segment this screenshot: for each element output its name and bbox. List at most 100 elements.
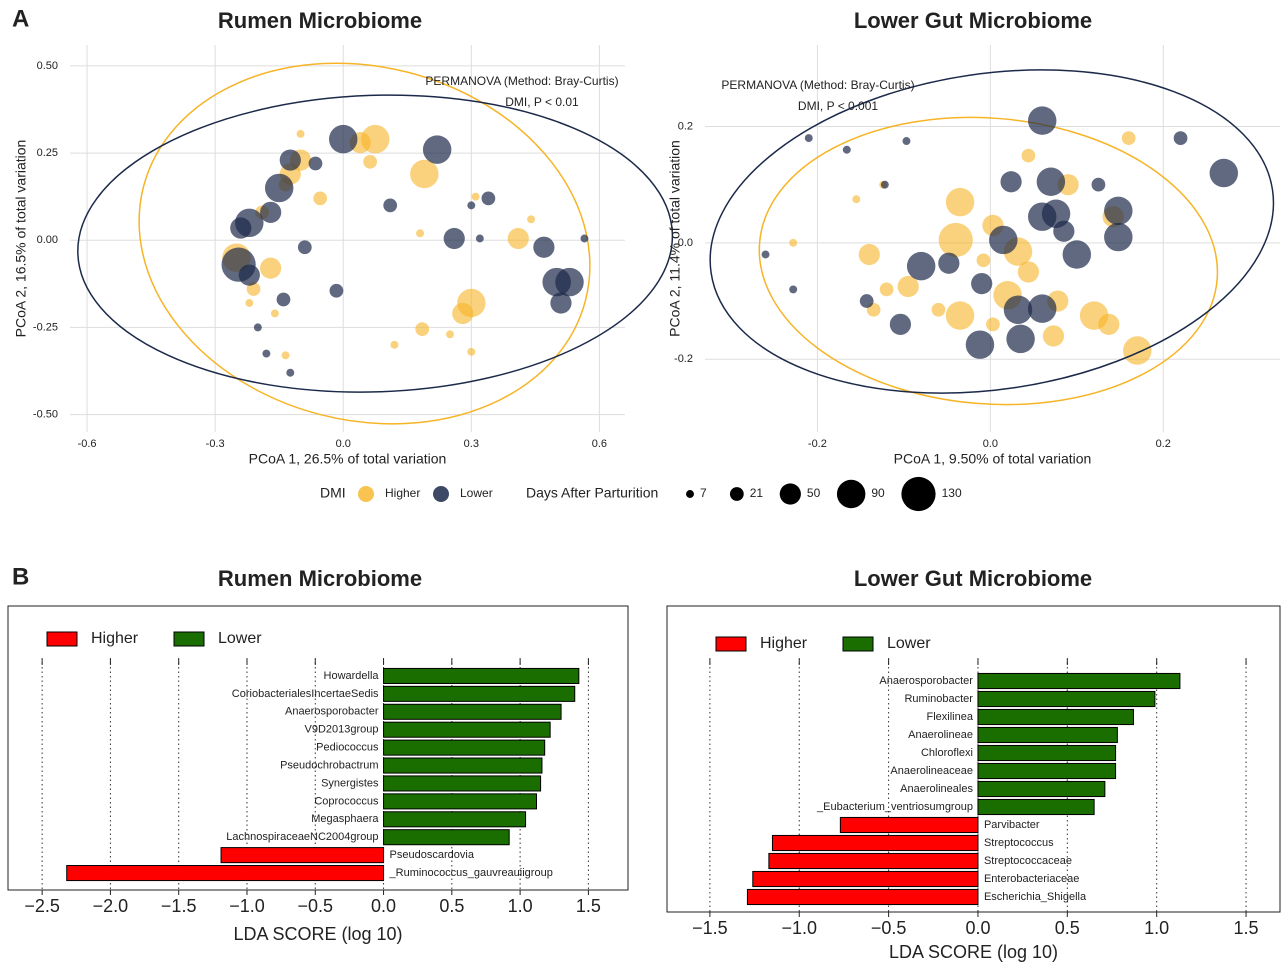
size-legend-marker	[901, 476, 936, 512]
bar-label: Pediococcus	[316, 742, 379, 754]
chart-title: Rumen Microbiome	[218, 566, 422, 591]
bar	[383, 775, 542, 792]
point	[1036, 167, 1066, 196]
x-tick-label: -0.2	[808, 438, 827, 450]
plot-frame	[7, 605, 629, 891]
point	[965, 330, 995, 359]
point	[475, 234, 484, 243]
point	[1042, 325, 1065, 347]
point	[1017, 261, 1039, 283]
point	[976, 253, 991, 268]
bar-label: Synergistes	[321, 777, 379, 789]
bar-label: Ruminobacter	[904, 693, 973, 705]
point	[533, 236, 555, 258]
point	[1027, 202, 1057, 231]
legend-marker	[358, 486, 374, 502]
point	[286, 368, 295, 377]
point	[842, 145, 851, 154]
x-tick-label: 1.5	[576, 896, 601, 916]
bar-label: Flexilinea	[926, 711, 973, 723]
x-tick-label: 1.0	[508, 896, 533, 916]
point	[989, 225, 1018, 255]
point	[761, 250, 770, 259]
legend-title: Days After Parturition	[526, 485, 658, 501]
point	[789, 285, 798, 294]
bar	[383, 667, 580, 684]
x-tick-label: 0.6	[592, 438, 607, 450]
point	[467, 201, 476, 210]
bar	[383, 757, 543, 774]
point	[1173, 131, 1188, 145]
y-tick-label: 0.50	[37, 60, 58, 72]
legend-marker	[433, 486, 449, 502]
point	[467, 347, 476, 356]
y-axis-label: PCoA 2, 16.5% of total variation	[13, 140, 29, 338]
point	[880, 180, 889, 189]
bar	[383, 721, 551, 738]
point	[1027, 294, 1057, 323]
size-legend-label: 21	[750, 486, 764, 500]
point	[238, 264, 260, 286]
bar-label: Anaerolineaceae	[890, 765, 973, 777]
bar-label: Megasphaera	[311, 813, 379, 825]
legend-label: Higher	[91, 630, 139, 647]
point	[906, 251, 936, 281]
bar	[977, 762, 1117, 780]
point	[443, 227, 465, 250]
point	[230, 217, 252, 239]
bar	[977, 780, 1106, 798]
bar-label: Enterobacteriaceae	[984, 873, 1079, 885]
point	[945, 301, 975, 330]
bar-label: _Ruminococcus_gauvreauiigroup	[389, 867, 553, 879]
x-axis-label: LDA SCORE (log 10)	[233, 924, 402, 944]
bar	[977, 708, 1134, 726]
legend-swatch	[46, 631, 78, 647]
x-tick-label: −1.0	[781, 918, 817, 938]
point	[245, 299, 254, 307]
point	[296, 129, 305, 138]
x-tick-label: 0.5	[439, 896, 464, 916]
legend-label: Lower	[218, 630, 262, 647]
x-tick-label: −0.5	[297, 896, 333, 916]
y-tick-label: -0.25	[33, 321, 58, 333]
x-tick-label: −0.5	[871, 918, 907, 938]
bar	[768, 852, 979, 870]
confidence-ellipse	[138, 62, 591, 425]
annotation: DMI, P < 0.01	[505, 95, 579, 109]
size-legend-label: 90	[871, 486, 885, 500]
y-tick-label: 0.0	[678, 237, 693, 249]
bar-label: LachnospiraceaeNC2004group	[226, 831, 378, 843]
point	[527, 215, 536, 224]
legend-label: Lower	[460, 486, 493, 500]
size-legend-marker	[779, 483, 801, 505]
x-tick-label: -0.3	[206, 438, 225, 450]
y-tick-label: 0.2	[678, 120, 693, 132]
point	[1021, 148, 1036, 163]
bar	[977, 726, 1118, 744]
bar	[383, 793, 538, 810]
bar-label: Anaerosporobacter	[285, 706, 379, 718]
x-tick-label: 0.0	[371, 896, 396, 916]
bar	[977, 744, 1117, 762]
y-tick-label: -0.2	[674, 353, 693, 365]
plot-frame	[666, 605, 1281, 913]
point	[879, 282, 894, 297]
point	[253, 323, 262, 332]
confidence-ellipse	[709, 69, 1275, 394]
point	[1104, 196, 1133, 226]
x-tick-label: −1.0	[229, 896, 265, 916]
point	[1053, 220, 1075, 242]
bar	[220, 847, 385, 864]
bar-label: _Eubacterium_ventriosumgroup	[816, 801, 973, 813]
x-tick-label: 1.5	[1234, 918, 1259, 938]
annotation: PERMANOVA (Method: Bray-Curtis)	[721, 78, 914, 92]
point	[931, 302, 946, 317]
bar	[977, 690, 1156, 708]
point	[852, 195, 861, 204]
point	[580, 234, 589, 243]
point	[986, 317, 1000, 332]
chart-title: Rumen Microbiome	[218, 8, 422, 33]
bar-label: Howardella	[324, 670, 380, 682]
point	[383, 198, 398, 213]
